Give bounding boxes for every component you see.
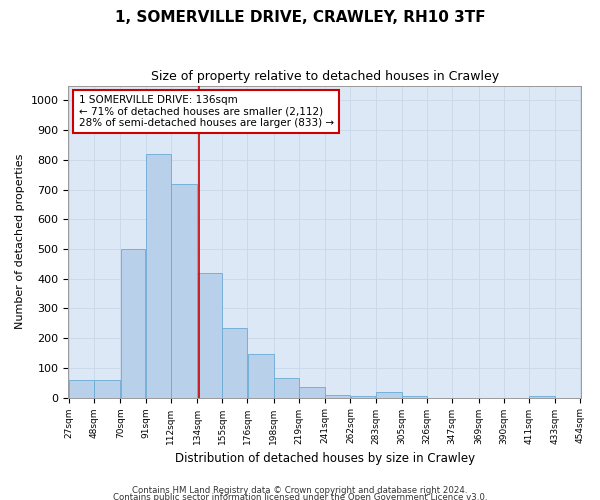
Y-axis label: Number of detached properties: Number of detached properties [15,154,25,329]
Bar [94,380,120,398]
Bar [171,184,197,398]
Title: Size of property relative to detached houses in Crawley: Size of property relative to detached ho… [151,70,499,83]
Bar [350,396,376,398]
Bar [223,328,247,398]
Bar [248,354,274,398]
Bar [299,387,325,398]
Bar [325,394,350,398]
Text: Contains public sector information licensed under the Open Government Licence v3: Contains public sector information licen… [113,494,487,500]
Text: 1 SOMERVILLE DRIVE: 136sqm
← 71% of detached houses are smaller (2,112)
28% of s: 1 SOMERVILLE DRIVE: 136sqm ← 71% of deta… [79,95,334,128]
Bar [69,380,94,398]
Text: 1, SOMERVILLE DRIVE, CRAWLEY, RH10 3TF: 1, SOMERVILLE DRIVE, CRAWLEY, RH10 3TF [115,10,485,25]
X-axis label: Distribution of detached houses by size in Crawley: Distribution of detached houses by size … [175,452,475,465]
Text: Contains HM Land Registry data © Crown copyright and database right 2024.: Contains HM Land Registry data © Crown c… [132,486,468,495]
Bar [146,154,170,398]
Bar [274,378,299,398]
Bar [121,249,145,398]
Bar [402,396,427,398]
Bar [376,392,402,398]
Bar [197,273,222,398]
Bar [529,396,555,398]
